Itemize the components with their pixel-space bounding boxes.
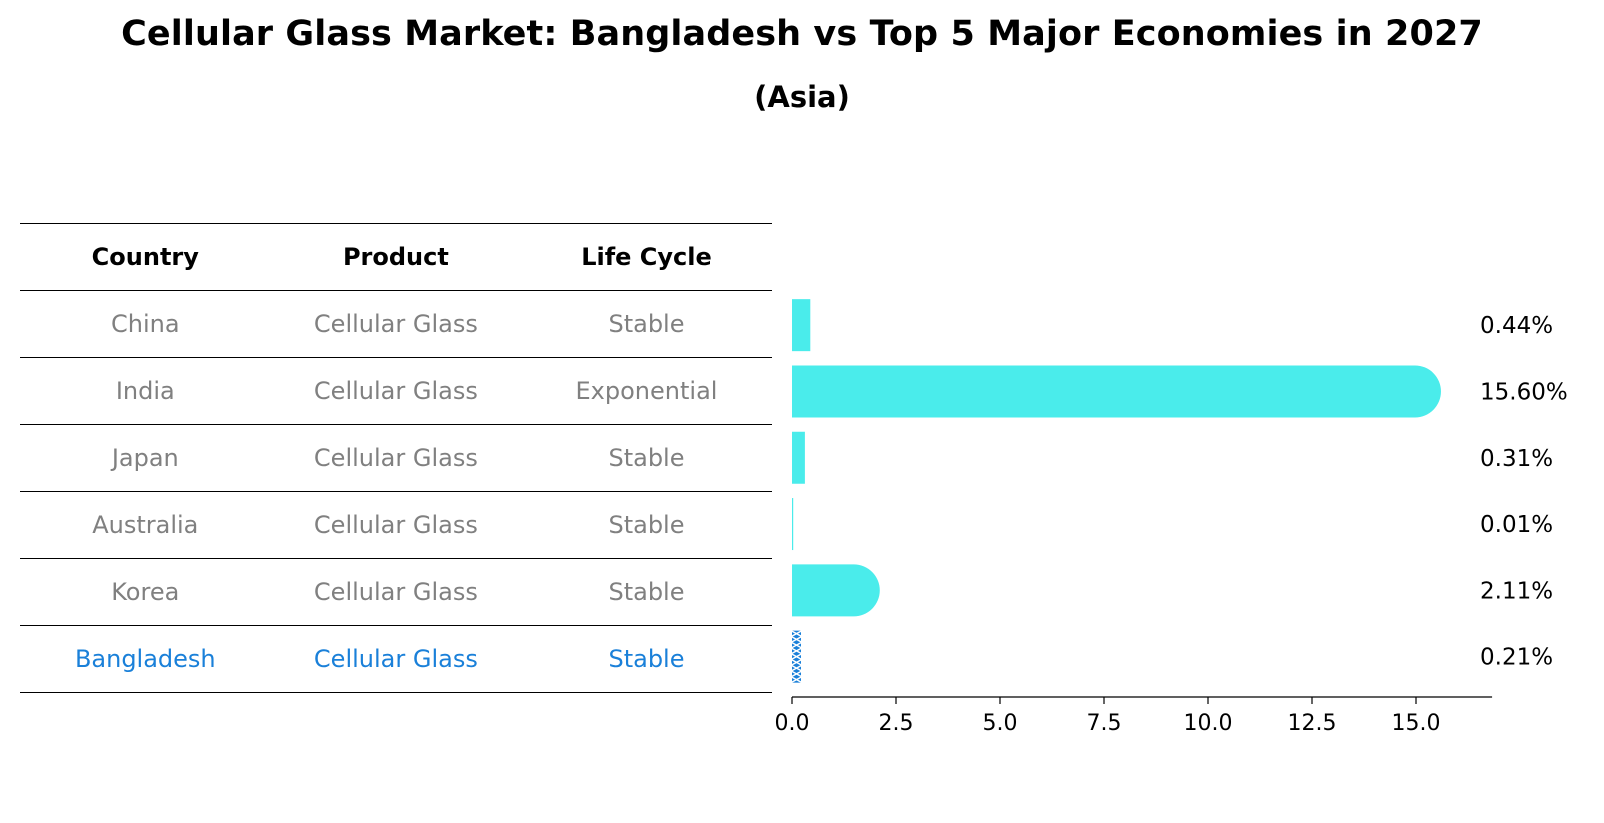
bar-hatch (790, 652, 803, 661)
cell-product: Cellular Glass (313, 377, 478, 405)
value-label-china: 0.44% (1480, 313, 1553, 339)
table-row: Korea Cellular Glass Stable (20, 558, 772, 625)
cell-life-cycle: Stable (608, 578, 685, 606)
value-label-india: 15.60% (1480, 379, 1568, 405)
x-tick-label: 5.0 (983, 711, 1018, 736)
cell-life-cycle: Stable (608, 511, 685, 539)
x-tick-label: 2.5 (879, 711, 914, 736)
bar-hatch (790, 675, 803, 684)
cell-country: Bangladesh (74, 645, 216, 673)
cell-product: Cellular Glass (313, 511, 478, 539)
chart-title: Cellular Glass Market: Bangladesh vs Top… (121, 14, 1483, 54)
value-label-bangladesh: 0.21% (1480, 645, 1553, 671)
bar-korea (792, 564, 880, 617)
cell-country: Korea (111, 578, 180, 606)
table-row: India Cellular Glass Exponential (20, 357, 772, 424)
cell-country: Japan (111, 444, 179, 472)
column-header-life-cycle: Life Cycle (581, 243, 712, 271)
bar-hatch (790, 658, 803, 667)
cell-product: Cellular Glass (313, 444, 478, 472)
cell-country: China (111, 310, 180, 338)
chart-subtitle: (Asia) (754, 80, 850, 114)
cell-product: Cellular Glass (313, 645, 478, 673)
bar-china (792, 299, 811, 352)
column-header-product: Product (342, 243, 449, 271)
x-tick-label: 0.0 (775, 711, 810, 736)
cell-life-cycle: Stable (608, 310, 685, 338)
x-tick-label: 7.5 (1087, 711, 1122, 736)
column-header-country: Country (91, 243, 199, 271)
bar-australia (792, 498, 794, 551)
bar-india (792, 365, 1441, 418)
cell-product: Cellular Glass (313, 310, 478, 338)
cell-product: Cellular Glass (313, 578, 478, 606)
bar-bangladesh (790, 629, 803, 684)
bar-japan (792, 431, 805, 484)
bar-hatch (790, 664, 803, 672)
cell-life-cycle: Stable (608, 645, 685, 673)
bar-hatch (790, 635, 803, 644)
value-label-australia: 0.01% (1480, 512, 1553, 538)
x-tick-label: 10.0 (1184, 711, 1233, 736)
table-header-row: Country Product Life Cycle (20, 223, 772, 290)
data-table: Country Product Life Cycle China Cellula… (20, 223, 772, 693)
cell-life-cycle: Exponential (575, 377, 718, 405)
cell-country: India (115, 377, 175, 405)
table-row: China Cellular Glass Stable (20, 290, 772, 357)
table-row: Australia Cellular Glass Stable (20, 491, 772, 558)
bar-hatch (790, 647, 803, 655)
table-row: Japan Cellular Glass Stable (20, 424, 772, 491)
cell-country: Australia (92, 511, 199, 539)
bar-hatch (790, 629, 803, 638)
value-label-japan: 0.31% (1480, 446, 1553, 472)
x-tick-label: 15.0 (1392, 711, 1441, 736)
x-tick-label: 12.5 (1288, 711, 1337, 736)
bar-hatch (790, 670, 803, 678)
table-row-highlighted: Bangladesh Cellular Glass Stable (20, 625, 772, 693)
value-label-korea: 2.11% (1480, 578, 1553, 604)
bar-hatch (790, 641, 803, 649)
cell-life-cycle: Stable (608, 444, 685, 472)
